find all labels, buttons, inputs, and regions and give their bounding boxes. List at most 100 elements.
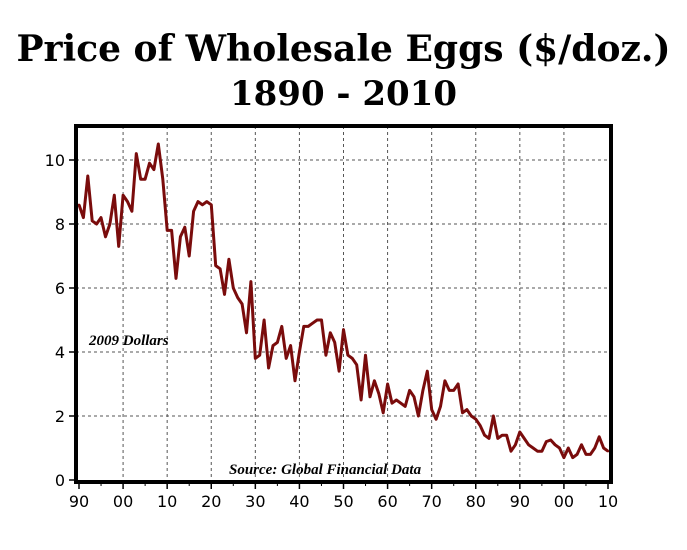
data-point: [254, 357, 257, 360]
data-point: [104, 235, 107, 238]
data-point: [148, 162, 151, 165]
data-point: [113, 194, 116, 197]
data-point: [456, 382, 460, 386]
x-tick-label: 70: [421, 492, 441, 511]
data-point: [483, 434, 486, 437]
data-point: [545, 440, 548, 443]
data-point: [302, 325, 306, 328]
data-point: [478, 424, 482, 427]
chart-subtitle: 1890 - 2010: [229, 74, 458, 114]
data-point: [381, 411, 385, 414]
data-point: [531, 446, 535, 450]
y-tick-label: 10: [45, 151, 65, 170]
data-point: [170, 229, 173, 232]
data-point: [210, 203, 213, 206]
grid-lines: [76, 126, 611, 482]
y-tick-label: 0: [55, 471, 65, 490]
data-point: [514, 443, 517, 446]
data-point: [364, 354, 367, 357]
data-point: [355, 363, 358, 366]
data-point: [227, 258, 231, 261]
plot-frame: [74, 124, 613, 484]
data-point: [240, 302, 244, 306]
data-point: [465, 408, 469, 411]
data-point: [434, 418, 438, 421]
data-point: [359, 398, 363, 402]
data-point: [262, 318, 266, 322]
data-point: [421, 389, 425, 392]
data-point: [412, 395, 416, 398]
data-point: [284, 357, 288, 360]
data-point: [452, 389, 455, 392]
x-tick-label: 00: [113, 492, 133, 511]
y-tick-label: 4: [55, 343, 65, 362]
data-point: [487, 437, 491, 440]
data-point: [174, 277, 178, 280]
data-point: [549, 438, 552, 442]
data-point: [518, 430, 522, 434]
data-point: [373, 379, 376, 382]
data-point: [276, 341, 279, 344]
data-point: [386, 382, 389, 386]
data-point: [91, 219, 94, 222]
data-point: [165, 229, 169, 232]
data-point: [311, 322, 314, 325]
data-point: [192, 210, 195, 213]
data-point: [527, 443, 530, 446]
data-point: [267, 366, 270, 370]
data-point: [329, 331, 332, 334]
data-point: [143, 178, 147, 181]
data-point: [214, 264, 217, 267]
data-point: [196, 200, 200, 203]
data-point: [289, 344, 292, 347]
data-point: [218, 267, 222, 270]
y-tick-label: 2: [55, 407, 65, 426]
x-tick-label: 40: [289, 492, 309, 511]
tick-labels: 0 2 4 6 8 10 90 00 10 20 30 40 50 60 70 80 90 00 10: [45, 151, 619, 511]
axis-ticks: [69, 159, 609, 489]
data-point: [135, 152, 138, 155]
x-tick-label: 90: [69, 492, 89, 511]
data-point: [179, 235, 182, 238]
data-point: [82, 216, 85, 219]
data-point: [126, 200, 129, 203]
data-point: [223, 293, 226, 296]
data-point: [492, 414, 495, 418]
data-point: [505, 434, 508, 437]
data-point: [108, 222, 112, 226]
data-point: [232, 286, 235, 290]
data-point: [408, 389, 411, 392]
data-point: [575, 453, 579, 456]
x-tick-label: 10: [598, 492, 618, 511]
x-tick-label: 60: [377, 492, 397, 511]
data-point: [99, 216, 103, 219]
data-point: [161, 178, 164, 181]
data-point: [201, 203, 204, 206]
data-point: [307, 325, 310, 328]
data-point: [95, 222, 98, 226]
data-point: [315, 318, 319, 322]
data-point: [470, 414, 473, 418]
data-point: [293, 379, 297, 382]
data-point: [245, 331, 248, 334]
y-tick-label: 6: [55, 279, 65, 298]
x-tick-label: 50: [333, 492, 353, 511]
data-point: [553, 443, 557, 446]
data-point: [606, 450, 610, 453]
data-point: [593, 446, 596, 450]
data-point: [567, 446, 570, 450]
data-point: [324, 354, 328, 357]
data-point: [236, 296, 239, 299]
data-point: [399, 402, 403, 405]
x-tick-label: 00: [554, 492, 574, 511]
data-point: [426, 370, 429, 373]
data-point: [333, 341, 336, 344]
data-point: [205, 200, 209, 203]
data-point: [395, 398, 398, 402]
data-point: [271, 344, 275, 347]
data-point: [157, 142, 160, 146]
data-point: [580, 443, 583, 446]
data-point: [117, 245, 120, 248]
data-point: [597, 435, 601, 438]
data-point: [404, 405, 407, 408]
